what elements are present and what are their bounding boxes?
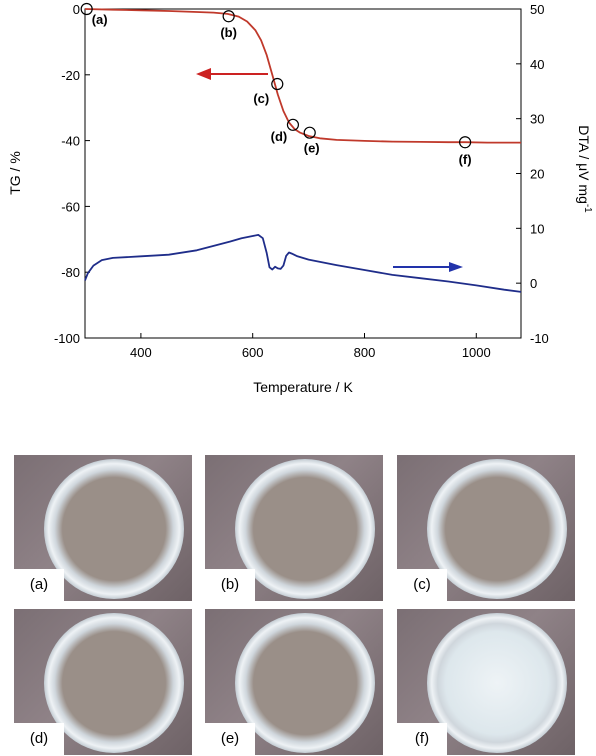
arrows [196, 68, 463, 272]
sample-dish-e [235, 613, 375, 753]
series-group [84, 8, 522, 293]
x-tick-label: 400 [130, 345, 152, 360]
sample-dish-d [44, 613, 184, 753]
y-right-tick-label: -10 [530, 331, 549, 346]
photo-label-f: (f) [397, 723, 447, 755]
y-left-tick-label: -20 [61, 68, 80, 83]
sample-dish-c [427, 459, 567, 599]
x-tick-label: 800 [354, 345, 376, 360]
dta-series-line [84, 233, 522, 293]
point-label: (f) [459, 152, 472, 167]
photo-label-e: (e) [205, 723, 255, 755]
point-marker [303, 126, 316, 139]
tg-arrow-head [196, 68, 211, 80]
y-axis-right-title: DTA / μV mg [576, 125, 592, 204]
y-right-tick-label: 10 [530, 221, 544, 236]
y-right-tick-label: 50 [530, 2, 544, 17]
photo-a: (a) [14, 455, 192, 601]
point-markers: (a) (b) (c) (d) (e) (f) [80, 2, 472, 167]
dta-arrow-head [449, 262, 463, 272]
photo-label-b: (b) [205, 569, 255, 601]
y-left-tick-label: -60 [61, 199, 80, 214]
y-left-tick-label: -40 [61, 134, 80, 149]
y-left-tick-label: -100 [54, 331, 80, 346]
y-right-tick-label: 0 [530, 276, 537, 291]
sample-dish-f [427, 613, 567, 753]
point-label: (c) [253, 91, 269, 106]
photo-label-d: (d) [14, 723, 64, 755]
y-right-tick-label: 20 [530, 167, 544, 182]
y-axis-left-title: TG / % [7, 151, 23, 195]
x-axis-title: Temperature / K [253, 379, 353, 395]
photo-c: (c) [397, 455, 575, 601]
point-marker [80, 2, 93, 16]
y-right-tick-label: 30 [530, 112, 544, 127]
point-marker [222, 10, 235, 23]
y-left-tick-label: -80 [61, 265, 80, 280]
x-tick-label: 600 [242, 345, 264, 360]
point-label: (d) [271, 129, 288, 144]
photo-label-c: (c) [397, 569, 447, 601]
tg-series-line [84, 8, 521, 144]
photo-label-a: (a) [14, 569, 64, 601]
ticks: 400 600 800 10000-20-40-60-80-1005040302010… [54, 2, 549, 360]
point-marker [286, 118, 300, 131]
point-label: (e) [304, 141, 320, 156]
point-label: (b) [220, 25, 237, 40]
photo-b: (b) [205, 455, 383, 601]
photo-e: (e) [205, 609, 383, 755]
point-label: (a) [92, 12, 108, 27]
plot-frame [84, 8, 522, 339]
point-marker [459, 136, 472, 149]
photo-f: (f) [397, 609, 575, 755]
sample-dish-a [44, 459, 184, 599]
x-tick-label: 1000 [462, 345, 491, 360]
y-axis-right-title-sup: -1 [582, 204, 593, 213]
chart: 400 600 800 10000-20-40-60-80-1005040302010… [7, 2, 593, 395]
point-marker [271, 77, 284, 91]
sample-dish-b [235, 459, 375, 599]
svg-text:DTA / μV mg-1: DTA / μV mg-1 [576, 125, 593, 213]
y-left-tick-label: 0 [73, 2, 80, 17]
photo-d: (d) [14, 609, 192, 755]
y-axis-right-title-group: DTA / μV mg-1 [576, 125, 593, 213]
y-right-tick-label: 40 [530, 57, 544, 72]
